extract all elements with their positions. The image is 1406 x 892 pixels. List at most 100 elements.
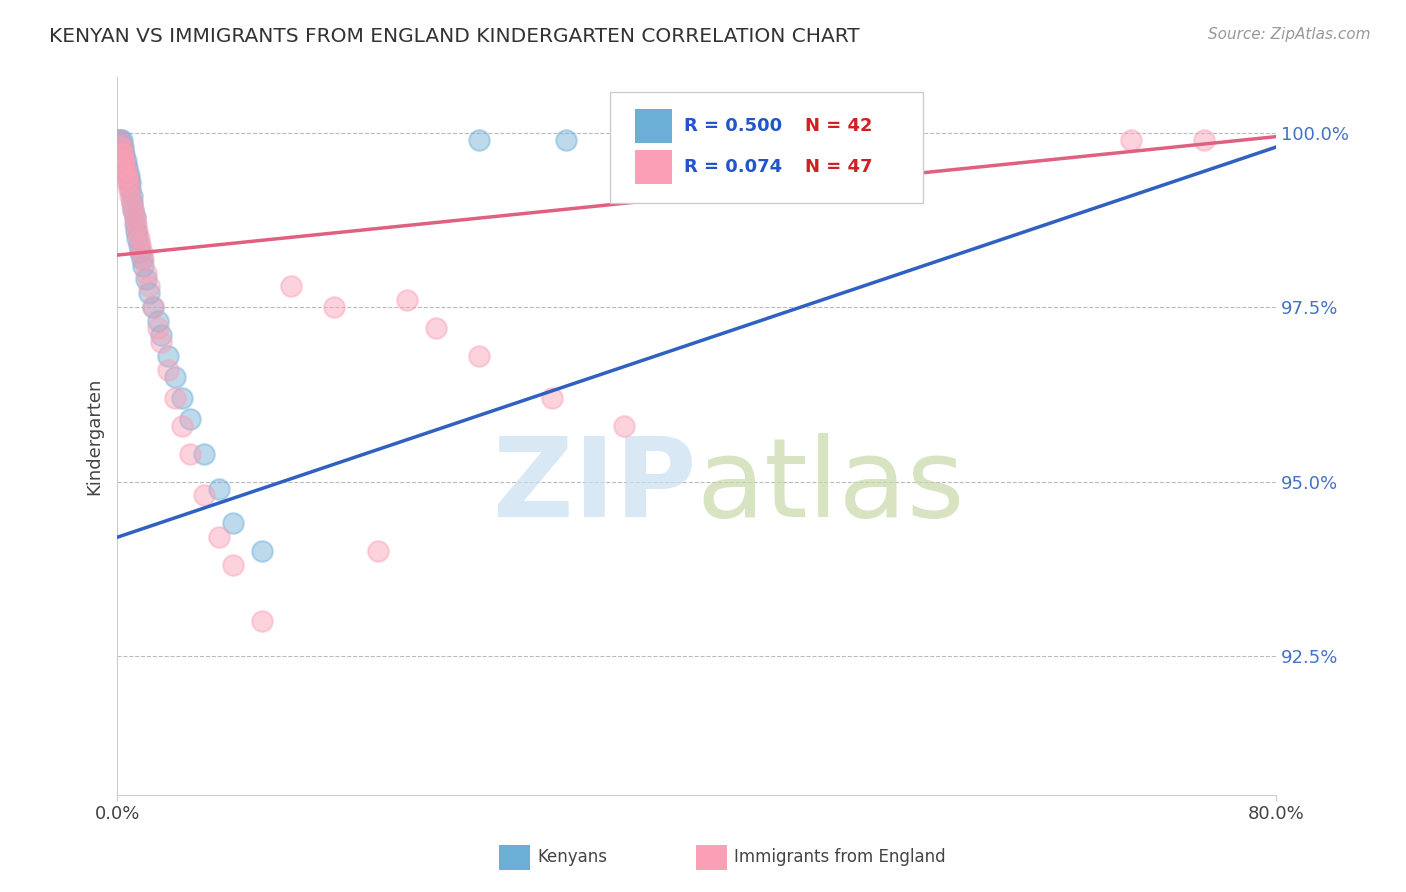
Point: [107, 133, 129, 147]
Point: [613, 418, 636, 433]
Point: [117, 175, 139, 189]
Point: [280, 279, 302, 293]
Point: [132, 252, 155, 266]
Point: [127, 224, 149, 238]
Text: Source: ZipAtlas.com: Source: ZipAtlas.com: [1208, 27, 1371, 42]
Point: [131, 244, 153, 259]
Point: [128, 230, 150, 244]
Point: [193, 447, 215, 461]
Point: [468, 349, 491, 363]
Point: [117, 168, 139, 182]
Point: [165, 391, 187, 405]
Point: [120, 189, 142, 203]
Point: [555, 133, 578, 147]
Point: [540, 391, 562, 405]
Point: [115, 161, 138, 175]
Point: [250, 544, 273, 558]
Text: Kenyans: Kenyans: [537, 848, 607, 866]
Point: [156, 349, 179, 363]
Point: [121, 189, 143, 203]
Point: [120, 182, 142, 196]
Point: [108, 140, 131, 154]
Point: [146, 314, 169, 328]
Point: [129, 237, 152, 252]
Point: [107, 133, 129, 147]
Point: [111, 147, 134, 161]
Point: [1192, 133, 1215, 147]
Point: [124, 210, 146, 224]
Point: [179, 412, 201, 426]
Point: [1119, 133, 1142, 147]
FancyBboxPatch shape: [610, 92, 922, 203]
Point: [110, 140, 132, 154]
Point: [250, 614, 273, 628]
Point: [425, 321, 447, 335]
FancyBboxPatch shape: [636, 109, 672, 144]
Point: [118, 168, 141, 182]
Point: [110, 133, 132, 147]
Point: [135, 272, 157, 286]
Point: [122, 202, 145, 217]
Text: KENYAN VS IMMIGRANTS FROM ENGLAND KINDERGARTEN CORRELATION CHART: KENYAN VS IMMIGRANTS FROM ENGLAND KINDER…: [49, 27, 860, 45]
Point: [117, 161, 139, 175]
Text: R = 0.500: R = 0.500: [683, 117, 782, 136]
Point: [172, 418, 194, 433]
Point: [117, 168, 139, 182]
Point: [125, 217, 148, 231]
Text: N = 42: N = 42: [806, 117, 873, 136]
Point: [111, 147, 134, 161]
Text: N = 47: N = 47: [806, 158, 873, 176]
Point: [222, 558, 245, 573]
Point: [132, 259, 155, 273]
Point: [118, 182, 141, 196]
Point: [110, 140, 132, 154]
Point: [323, 301, 346, 315]
Point: [131, 252, 153, 266]
Point: [115, 168, 138, 182]
Point: [222, 516, 245, 531]
Point: [135, 266, 157, 280]
Point: [367, 544, 389, 558]
FancyBboxPatch shape: [636, 150, 672, 185]
Point: [111, 154, 134, 169]
Text: atlas: atlas: [696, 433, 965, 540]
Text: R = 0.074: R = 0.074: [683, 158, 782, 176]
Point: [156, 363, 179, 377]
Point: [165, 370, 187, 384]
Point: [146, 321, 169, 335]
Point: [129, 244, 152, 259]
Point: [128, 237, 150, 252]
Y-axis label: Kindergarten: Kindergarten: [86, 377, 103, 495]
Point: [114, 154, 136, 169]
Point: [125, 224, 148, 238]
Point: [118, 175, 141, 189]
Text: ZIP: ZIP: [494, 433, 696, 540]
Point: [179, 447, 201, 461]
Point: [124, 217, 146, 231]
Point: [138, 286, 160, 301]
Point: [121, 195, 143, 210]
Point: [114, 147, 136, 161]
Point: [120, 175, 142, 189]
Point: [122, 202, 145, 217]
Point: [172, 391, 194, 405]
Point: [118, 175, 141, 189]
Point: [149, 335, 172, 350]
Point: [207, 482, 229, 496]
Point: [207, 530, 229, 544]
Point: [121, 195, 143, 210]
Point: [395, 293, 418, 308]
Text: Immigrants from England: Immigrants from England: [734, 848, 946, 866]
Point: [142, 301, 165, 315]
Point: [468, 133, 491, 147]
Point: [149, 328, 172, 343]
Point: [193, 488, 215, 502]
Point: [110, 147, 132, 161]
Point: [115, 154, 138, 169]
Point: [124, 210, 146, 224]
Point: [138, 279, 160, 293]
Point: [114, 154, 136, 169]
Point: [142, 301, 165, 315]
Point: [114, 161, 136, 175]
Point: [127, 230, 149, 244]
